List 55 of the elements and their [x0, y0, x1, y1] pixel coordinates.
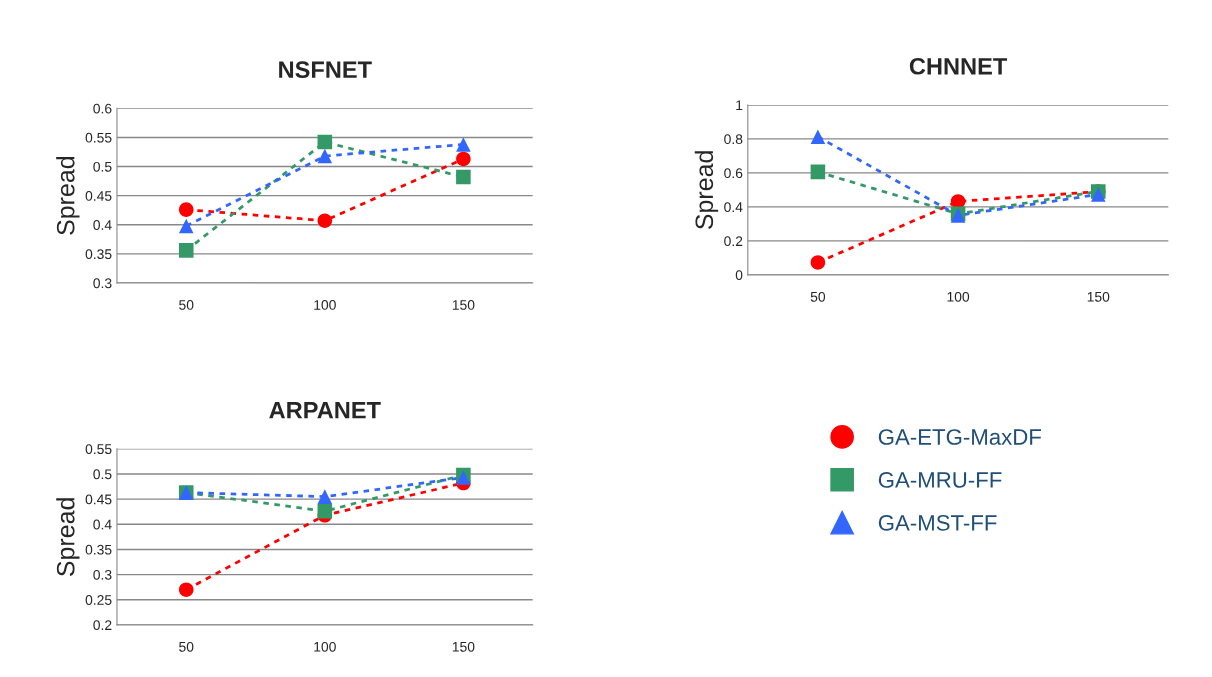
legend-label: GA-MRU-FF — [878, 472, 1002, 488]
y-axis-title: Spread — [56, 498, 80, 577]
chart-title: NSFNET — [279, 61, 372, 78]
y-tick-label: 0.4 — [93, 220, 112, 230]
y-tick-label: 0.25 — [85, 595, 112, 605]
y-tick-label: 0.55 — [85, 444, 112, 455]
y-tick-label: 0.5 — [93, 161, 112, 172]
y-tick-label: 0.35 — [85, 544, 112, 555]
y-axis-title: Spread — [56, 156, 80, 235]
x-tick-label: 50 — [179, 641, 194, 652]
point — [178, 218, 194, 234]
point — [810, 255, 826, 270]
y-tick-label: 0.5 — [93, 469, 112, 480]
y-tick-label: 0.45 — [85, 190, 112, 201]
point — [178, 202, 194, 217]
chart-title: CHNNET — [909, 57, 1008, 75]
point — [456, 137, 471, 152]
point — [810, 129, 826, 144]
legend-label: GA-MST-FF — [878, 515, 997, 531]
x-tick-label: 150 — [1087, 291, 1110, 302]
x-tick-label: 150 — [452, 641, 475, 652]
y-tick-label: 0.4 — [93, 519, 112, 530]
x-tick-label: 50 — [179, 300, 194, 310]
y-tick-label: 0.4 — [724, 202, 743, 213]
y-tick-label: 0.3 — [93, 278, 112, 289]
y-tick-label: 0.3 — [93, 569, 112, 580]
y-tick-label: 1 — [736, 100, 743, 110]
point — [456, 151, 471, 167]
x-tick-label: 100 — [314, 300, 336, 310]
x-tick-label: 150 — [452, 300, 475, 310]
y-tick-label: 0.45 — [85, 494, 112, 505]
y-tick-label: 0.8 — [724, 134, 743, 145]
y-tick-label: 0.6 — [724, 168, 743, 179]
x-tick-label: 100 — [314, 641, 336, 652]
y-tick-label: 0.2 — [724, 236, 743, 247]
point — [317, 489, 333, 504]
x-tick-label: 50 — [810, 291, 826, 302]
point — [178, 582, 194, 597]
y-tick-label: 0.55 — [85, 132, 112, 143]
point — [810, 164, 826, 180]
point — [317, 213, 333, 228]
y-axis-title: Spread — [694, 151, 719, 230]
point — [317, 134, 333, 150]
y-tick-label: 0.35 — [85, 249, 112, 260]
y-tick-label: 0 — [735, 270, 743, 281]
x-tick-label: 100 — [947, 291, 970, 302]
point — [950, 194, 966, 209]
y-tick-label: 0.6 — [93, 103, 112, 114]
point — [456, 169, 471, 185]
point — [317, 148, 333, 164]
chart-title: ARPANET — [269, 402, 381, 419]
point — [178, 243, 194, 258]
legend-label: GA-ETG-MaxDF — [878, 429, 1041, 445]
y-tick-label: 0.2 — [93, 620, 112, 631]
point — [317, 503, 333, 519]
